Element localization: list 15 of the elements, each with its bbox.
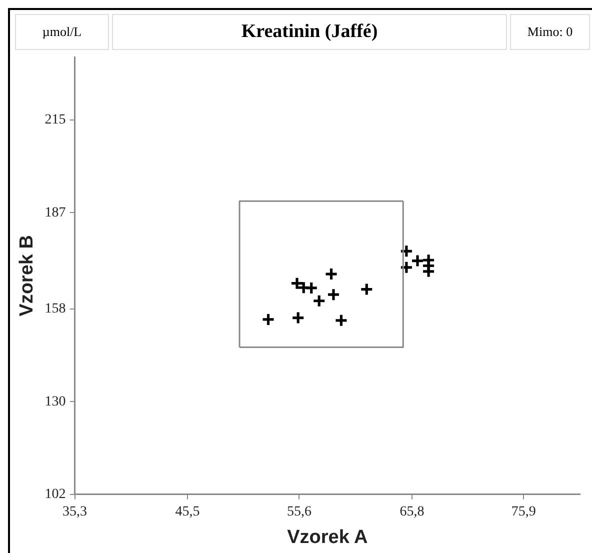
y-tick-label: 215 <box>44 112 66 128</box>
chart-title: Kreatinin (Jaffé) <box>112 14 507 50</box>
y-tick-label: 130 <box>44 394 66 410</box>
y-tick-label: 187 <box>44 205 66 220</box>
x-tick-label: 75,9 <box>511 504 536 520</box>
x-tick-label: 45,5 <box>175 504 200 520</box>
text: Mimo: 0 <box>510 14 590 50</box>
y-tick-label: 158 <box>44 302 66 317</box>
y-axis-title: Vzorek B <box>16 235 38 316</box>
x-tick-label: 65,8 <box>400 504 424 520</box>
x-axis-title: Vzorek A <box>287 526 368 548</box>
y-tick-label: 102 <box>44 487 66 502</box>
text: µmol/L <box>15 14 109 50</box>
x-tick-label: 35,3 <box>62 504 88 520</box>
x-tick-label: 55,6 <box>286 504 312 520</box>
